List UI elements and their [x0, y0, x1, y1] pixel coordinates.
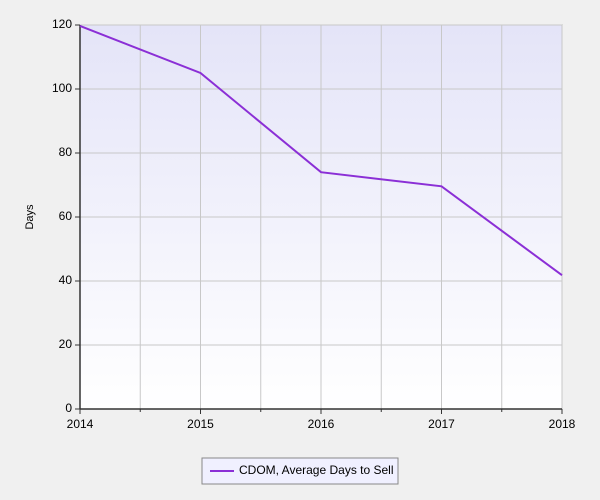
x-tick-label: 2015: [187, 417, 214, 431]
legend: [201, 457, 399, 485]
y-tick-label: 0: [65, 401, 72, 415]
y-tick-label: 120: [52, 17, 72, 31]
y-tick-label: 60: [59, 209, 73, 223]
x-tick-label: 2016: [308, 417, 335, 431]
x-tick-label: 2018: [549, 417, 576, 431]
y-axis-label: Days: [24, 204, 36, 230]
y-tick-label: 100: [52, 81, 72, 95]
y-tick-label: 80: [59, 145, 73, 159]
plot-layer: 0 20 40 60 80 100 120 2014 2015 2016 2017 2018: [52, 17, 576, 431]
y-tick-label: 40: [59, 273, 73, 287]
data-line: [79, 25, 563, 277]
y-tick-label: 20: [59, 337, 73, 351]
x-tick-label: 2017: [428, 417, 455, 431]
legend-label: CDOM, Average Days to Sell: [239, 463, 394, 477]
x-tick-label: 2014: [67, 417, 94, 431]
